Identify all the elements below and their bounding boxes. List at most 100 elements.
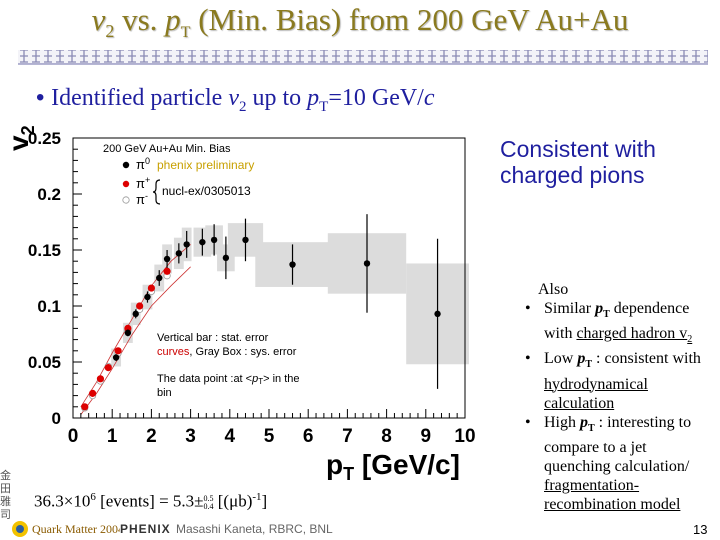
events-errors: 0.5 0.4 [203, 493, 214, 511]
legend-pim-label: π- [136, 191, 148, 207]
y-tick-label: 0.25 [28, 129, 61, 148]
pi-plus-point [114, 347, 122, 355]
also-head: Also [538, 281, 569, 298]
main-bullet: • Identified particle v2 up to pT=10 GeV… [36, 84, 435, 116]
legend-pim-sup: - [145, 191, 148, 201]
events-luminosity: 36.3×106 [events] = 5.3± 0.5 0.4 [(μb)-1] [34, 491, 267, 512]
note-dp-sub: T [258, 377, 263, 386]
also-item-1-link[interactable]: charged hadron v [576, 325, 688, 343]
also-item-1-sub: T [603, 309, 610, 321]
bullet-v-sub: 2 [238, 98, 247, 115]
legend-title: 200 GeV Au+Au Min. Bias [103, 143, 231, 155]
note-dp-b: > in the [263, 373, 299, 385]
bullet-p: p [307, 85, 320, 111]
y-axis-label-sub: 2 [18, 125, 38, 135]
consistent-line-2: charged pions [500, 162, 645, 188]
pi0-point [175, 250, 183, 257]
legend-pi0-label: π0 [136, 156, 150, 172]
events-err-dn: 0.4 [203, 501, 214, 511]
also-item-3-link[interactable]: fragmentation-recombination model [544, 476, 681, 513]
x-tick-label: 9 [421, 426, 432, 447]
note-dp-a: The data point :at < [157, 373, 252, 385]
legend-pi0-sup: 0 [145, 156, 150, 166]
decorative-banner [18, 50, 708, 65]
y-tick-label: 0 [52, 409, 61, 428]
error-curves [80, 244, 191, 415]
bullet-p-sub: T [319, 98, 329, 115]
events-exp2: -1 [252, 491, 262, 503]
also-bullet-dot: • [525, 350, 531, 368]
also-item-3-pre: High [544, 413, 580, 431]
pi0-point [210, 236, 218, 244]
also-item-1-pre: Similar [544, 300, 596, 317]
bullet-c: c [423, 85, 435, 111]
events-text: 36.3×10 [34, 491, 91, 511]
consistent-line-1: Consistent with [500, 136, 656, 162]
bullet-text: Identified particle [51, 85, 223, 111]
x-axis-label-unit: [GeV/c] [354, 449, 460, 480]
events-mid: [events] = 5.3± [95, 491, 204, 511]
pi0-point [222, 254, 230, 262]
error-curve-lower [80, 266, 191, 415]
also-item-3-sub: T [588, 422, 595, 434]
pi0-point [112, 354, 120, 361]
events-close: ] [261, 491, 268, 511]
footer-author: Masashi Kaneta, RBRC, BNL [176, 522, 333, 536]
legend-pip-label: π+ [136, 175, 150, 191]
title-p-sub: T [180, 24, 191, 42]
side-stamp: 金田雅司 [0, 470, 11, 521]
pi0-point [363, 260, 371, 267]
x-tick-label: 8 [381, 426, 392, 447]
x-tick-label: 10 [454, 426, 475, 447]
pi0-point [144, 293, 151, 301]
events-end: [(μb) [213, 491, 253, 511]
note-graybox: , Gray Box : sys. error [189, 346, 296, 358]
legend-pip-text: π [136, 176, 145, 191]
y-tick-label: 0.15 [28, 241, 61, 260]
notes: Vertical bar : stat. error curves, Gray … [157, 332, 300, 399]
experiment-logo: PHENIX [120, 522, 171, 536]
x-tick-label: 3 [185, 426, 196, 447]
sys-error-boxes [111, 223, 469, 367]
pi0-point [434, 310, 441, 318]
also-item-2-p: p [577, 350, 586, 368]
pi-plus-point [136, 302, 144, 310]
title-p: p [165, 2, 181, 37]
also-item-2-pre: Low [544, 350, 578, 368]
data-points [81, 214, 441, 412]
bullet-dot: • [36, 84, 52, 111]
bullet-v: v [228, 85, 239, 111]
also-bullets: • Similar pT dependence with charged hadr… [510, 299, 715, 514]
x-axis-label-sub: T [343, 464, 354, 484]
pi0-point [163, 255, 171, 263]
note-curves: curves [157, 346, 190, 358]
also-item-1: • Similar pT dependence with charged hadr… [510, 299, 715, 349]
also-item-1-p: p [595, 300, 604, 317]
also-bullet-dot: • [525, 413, 531, 431]
also-item-1-post: dependence with [544, 300, 690, 343]
events-err-up: 0.5 [203, 493, 214, 503]
note-bin: bin [157, 387, 172, 399]
y-tick-label: 0.2 [37, 185, 61, 204]
title-v: v [91, 2, 106, 37]
bullet-end: =10 GeV/ [328, 85, 424, 111]
x-tick-label: 2 [146, 426, 157, 447]
slide-title: v2 vs. pT (Min. Bias) from 200 GeV Au+Au [0, 2, 720, 42]
title-vs: vs. [114, 2, 166, 37]
pi-plus-point [104, 364, 112, 372]
pi-plus-point [163, 267, 171, 275]
also-item-2-post: : consistent with [592, 350, 701, 368]
also-item-3-p: p [580, 413, 588, 431]
note-datapoint: The data point :at <pT> in the [157, 373, 300, 386]
y-tick-label: 0.05 [28, 353, 61, 372]
pi0-point [132, 310, 139, 318]
y-axis-label-v: v [3, 135, 34, 151]
x-axis-label-p: p [326, 449, 343, 480]
also-item-3: • High pT : interesting to compare to a j… [510, 413, 715, 514]
axis-ticks: 0 1 2 3 4 5 6 7 8 9 10 0 0.05 0.1 0.15 0.2 0.25 [28, 129, 476, 447]
pi0-point [242, 236, 249, 244]
note-sys: curves, Gray Box : sys. error [157, 346, 297, 358]
consistent-note: Consistent with charged pions [500, 136, 656, 188]
also-item-2-link[interactable]: hydrodynamical calculation [544, 375, 648, 412]
